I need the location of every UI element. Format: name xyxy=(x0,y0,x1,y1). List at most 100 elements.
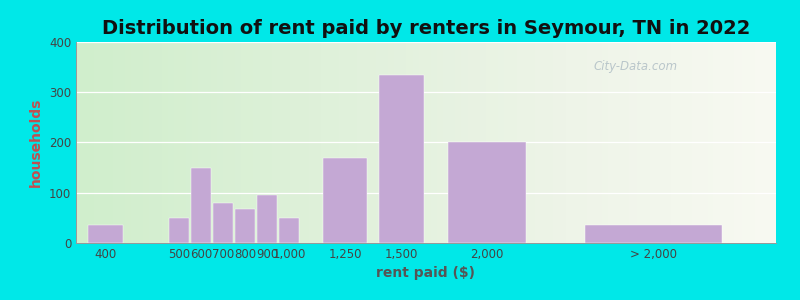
Bar xyxy=(610,42,613,243)
Bar xyxy=(462,42,468,243)
Bar xyxy=(162,42,168,243)
Bar xyxy=(574,42,576,243)
Bar xyxy=(721,42,723,243)
Bar xyxy=(650,42,652,243)
Bar xyxy=(529,42,535,243)
Bar xyxy=(702,42,705,243)
Bar xyxy=(413,42,418,243)
Bar xyxy=(257,195,277,243)
Bar xyxy=(137,42,143,243)
Bar xyxy=(710,42,713,243)
Bar xyxy=(689,42,692,243)
Bar xyxy=(582,42,584,243)
Bar xyxy=(676,42,678,243)
Bar xyxy=(774,42,776,243)
Bar xyxy=(586,42,589,243)
Bar xyxy=(327,42,333,243)
Bar xyxy=(443,42,450,243)
Bar xyxy=(645,42,647,243)
Bar xyxy=(88,225,122,243)
Bar xyxy=(726,42,729,243)
Bar xyxy=(339,42,346,243)
Bar xyxy=(437,42,443,243)
Bar xyxy=(655,42,658,243)
Bar xyxy=(517,42,522,243)
Bar xyxy=(541,42,547,243)
Bar xyxy=(272,42,278,243)
Bar xyxy=(468,42,474,243)
Bar xyxy=(745,42,747,243)
Bar xyxy=(376,42,382,243)
Bar xyxy=(763,42,766,243)
Bar xyxy=(259,42,266,243)
Bar xyxy=(705,42,707,243)
Bar xyxy=(191,168,210,243)
Bar xyxy=(589,42,592,243)
Bar xyxy=(235,42,242,243)
Bar xyxy=(455,42,462,243)
Bar xyxy=(737,42,739,243)
Bar xyxy=(739,42,742,243)
Bar xyxy=(504,42,510,243)
Bar xyxy=(119,42,125,243)
Bar xyxy=(498,42,504,243)
Bar xyxy=(668,42,670,243)
Bar xyxy=(634,42,637,243)
Bar xyxy=(697,42,700,243)
Bar xyxy=(729,42,731,243)
Bar xyxy=(666,42,668,243)
Bar xyxy=(370,42,376,243)
Bar xyxy=(168,42,174,243)
Bar xyxy=(229,42,235,243)
Y-axis label: households: households xyxy=(30,98,43,187)
Bar xyxy=(652,42,655,243)
Bar xyxy=(592,42,594,243)
Bar xyxy=(584,42,586,243)
Bar xyxy=(578,42,582,243)
Bar xyxy=(94,42,101,243)
Bar xyxy=(713,42,715,243)
Bar xyxy=(585,225,722,243)
Bar xyxy=(82,42,88,243)
Bar xyxy=(535,42,541,243)
Bar xyxy=(618,42,621,243)
Bar xyxy=(205,42,210,243)
Bar xyxy=(388,42,394,243)
Bar xyxy=(363,42,370,243)
Bar xyxy=(174,42,180,243)
Bar xyxy=(278,42,284,243)
Bar xyxy=(486,42,492,243)
Bar xyxy=(626,42,629,243)
Bar xyxy=(143,42,150,243)
Bar xyxy=(150,42,155,243)
Bar xyxy=(217,42,223,243)
Bar xyxy=(547,42,554,243)
Bar xyxy=(321,42,327,243)
Bar xyxy=(125,42,131,243)
Bar xyxy=(88,42,94,243)
Bar xyxy=(235,209,254,243)
Bar xyxy=(642,42,645,243)
Bar xyxy=(770,42,774,243)
Bar xyxy=(155,42,162,243)
Bar xyxy=(766,42,768,243)
Bar xyxy=(613,42,615,243)
Bar xyxy=(718,42,721,243)
Bar xyxy=(723,42,726,243)
Title: Distribution of rent paid by renters in Seymour, TN in 2022: Distribution of rent paid by renters in … xyxy=(102,19,750,38)
Bar xyxy=(492,42,498,243)
Bar xyxy=(76,42,82,243)
Bar xyxy=(568,42,570,243)
Bar xyxy=(266,42,272,243)
Bar xyxy=(242,42,247,243)
Bar xyxy=(314,42,321,243)
Bar xyxy=(358,42,363,243)
Bar xyxy=(210,42,217,243)
Bar xyxy=(674,42,676,243)
Bar xyxy=(731,42,734,243)
Bar xyxy=(594,42,597,243)
Bar xyxy=(658,42,660,243)
Bar xyxy=(663,42,666,243)
Bar xyxy=(715,42,718,243)
Bar xyxy=(670,42,674,243)
